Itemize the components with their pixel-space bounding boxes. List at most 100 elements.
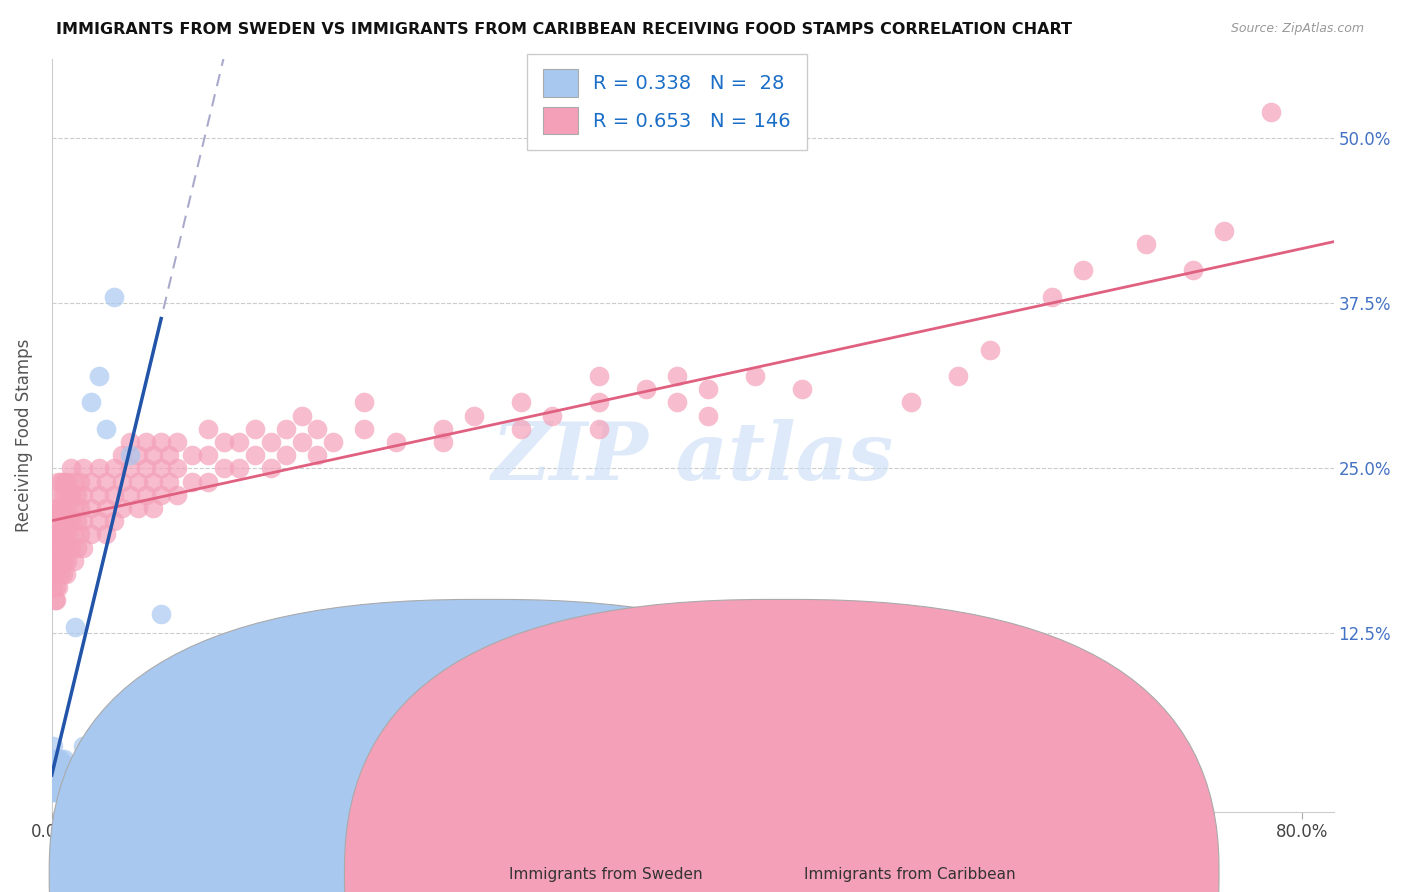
Point bbox=[307, 448, 329, 462]
Point bbox=[42, 541, 65, 555]
Point bbox=[823, 632, 845, 647]
Point bbox=[62, 500, 84, 515]
Point bbox=[291, 434, 314, 449]
Point bbox=[44, 566, 66, 581]
Point bbox=[44, 778, 66, 792]
Point bbox=[48, 488, 70, 502]
Point bbox=[48, 752, 70, 766]
Point bbox=[59, 461, 82, 475]
Point bbox=[697, 382, 720, 396]
Point bbox=[197, 448, 219, 462]
Point bbox=[353, 422, 375, 436]
Point bbox=[42, 580, 65, 594]
Point bbox=[46, 554, 69, 568]
Point bbox=[72, 739, 94, 753]
Point bbox=[157, 448, 180, 462]
Point bbox=[307, 422, 329, 436]
Point bbox=[181, 475, 204, 489]
Point bbox=[166, 434, 188, 449]
Point bbox=[1135, 236, 1157, 251]
Point bbox=[66, 514, 89, 528]
Point bbox=[80, 527, 103, 541]
Point bbox=[55, 514, 77, 528]
Point bbox=[44, 593, 66, 607]
Point bbox=[53, 527, 76, 541]
Point bbox=[96, 527, 118, 541]
Point bbox=[48, 764, 70, 779]
Point bbox=[103, 488, 125, 502]
Point bbox=[49, 475, 72, 489]
Point bbox=[259, 461, 281, 475]
Point bbox=[45, 764, 67, 779]
Point bbox=[103, 461, 125, 475]
Point bbox=[44, 752, 66, 766]
Point bbox=[142, 448, 165, 462]
Point bbox=[87, 461, 110, 475]
Point bbox=[228, 461, 250, 475]
Point bbox=[42, 785, 65, 799]
Point bbox=[44, 764, 66, 779]
Point bbox=[52, 566, 75, 581]
Point bbox=[48, 541, 70, 555]
Point bbox=[45, 778, 67, 792]
Point bbox=[49, 500, 72, 515]
Point bbox=[900, 395, 922, 409]
Point bbox=[150, 607, 173, 621]
Point bbox=[634, 382, 657, 396]
Point bbox=[150, 434, 173, 449]
Point bbox=[59, 514, 82, 528]
Point bbox=[53, 554, 76, 568]
Point bbox=[72, 541, 94, 555]
Point bbox=[46, 580, 69, 594]
Point bbox=[45, 785, 67, 799]
Point bbox=[111, 448, 134, 462]
Point bbox=[212, 434, 235, 449]
Point bbox=[150, 488, 173, 502]
Point bbox=[228, 434, 250, 449]
Text: Source: ZipAtlas.com: Source: ZipAtlas.com bbox=[1230, 22, 1364, 36]
Point bbox=[80, 475, 103, 489]
Point bbox=[59, 541, 82, 555]
Point bbox=[135, 434, 157, 449]
Point bbox=[111, 475, 134, 489]
Point bbox=[243, 448, 266, 462]
Point bbox=[259, 434, 281, 449]
Point bbox=[166, 461, 188, 475]
Point bbox=[46, 527, 69, 541]
Point bbox=[48, 566, 70, 581]
Point bbox=[44, 785, 66, 799]
Point bbox=[384, 620, 406, 634]
Point bbox=[166, 488, 188, 502]
Point bbox=[49, 527, 72, 541]
Text: Immigrants from Sweden: Immigrants from Sweden bbox=[509, 867, 703, 881]
Point bbox=[1040, 290, 1063, 304]
Point bbox=[52, 514, 75, 528]
Point bbox=[135, 488, 157, 502]
Point bbox=[509, 395, 531, 409]
Point bbox=[69, 475, 91, 489]
Point bbox=[197, 475, 219, 489]
Point bbox=[118, 488, 141, 502]
Point bbox=[1213, 224, 1236, 238]
Point bbox=[291, 409, 314, 423]
Point bbox=[666, 395, 689, 409]
Point bbox=[46, 778, 69, 792]
Point bbox=[432, 434, 454, 449]
Point bbox=[127, 475, 149, 489]
Point bbox=[212, 461, 235, 475]
Point bbox=[45, 593, 67, 607]
Point bbox=[56, 475, 79, 489]
Point bbox=[111, 500, 134, 515]
Point bbox=[666, 368, 689, 383]
Point bbox=[45, 500, 67, 515]
Point bbox=[53, 752, 76, 766]
Point bbox=[56, 758, 79, 772]
Point bbox=[42, 554, 65, 568]
Point bbox=[49, 554, 72, 568]
Point bbox=[697, 409, 720, 423]
Point bbox=[69, 527, 91, 541]
Point bbox=[353, 395, 375, 409]
Point bbox=[135, 461, 157, 475]
Point bbox=[96, 422, 118, 436]
Point bbox=[56, 500, 79, 515]
